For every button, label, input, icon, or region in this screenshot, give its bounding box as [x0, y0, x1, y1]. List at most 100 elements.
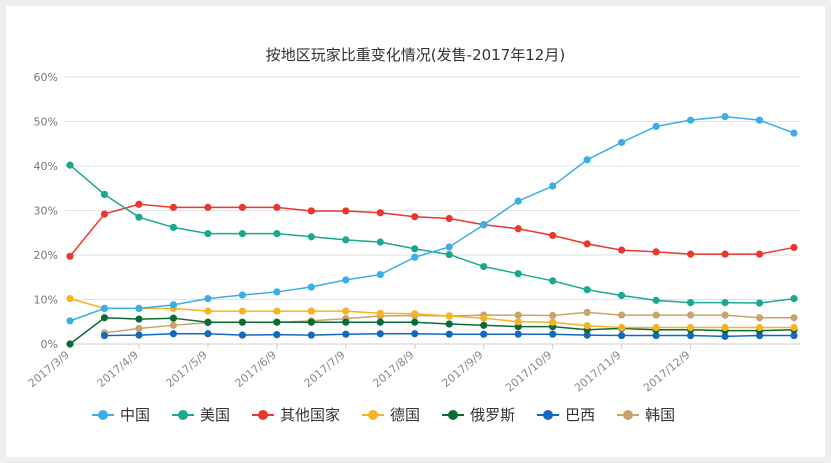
- data-point: [342, 236, 350, 244]
- data-point: [273, 230, 281, 238]
- x-tick-label: 2017/10/9: [503, 348, 555, 394]
- data-point: [100, 331, 109, 340]
- data-point: [514, 270, 522, 278]
- legend-label: 美国: [200, 406, 231, 424]
- data-point: [307, 283, 315, 291]
- data-point: [583, 331, 591, 339]
- data-point: [273, 288, 281, 296]
- data-point: [273, 318, 281, 326]
- data-point: [480, 330, 488, 338]
- legend-label: 韩国: [645, 406, 676, 424]
- data-point: [549, 318, 557, 326]
- data-point: [618, 331, 626, 340]
- data-point: [583, 156, 591, 164]
- data-point: [169, 321, 178, 329]
- data-point: [376, 209, 384, 217]
- x-tick-label: 2017/5/9: [164, 348, 210, 390]
- series-line-其他国家: [69, 203, 795, 257]
- legend-marker-icon: [172, 409, 195, 420]
- data-point: [686, 311, 695, 319]
- data-point: [376, 309, 384, 317]
- data-point: [721, 250, 729, 258]
- y-tick-label: 50%: [34, 116, 58, 129]
- legend-marker-icon: [617, 409, 640, 420]
- legend-item[interactable]: 俄罗斯: [442, 404, 515, 425]
- data-point: [480, 321, 488, 329]
- y-tick-label: 30%: [34, 205, 58, 218]
- data-point: [652, 323, 660, 332]
- legend-marker-icon: [537, 409, 560, 420]
- data-point: [100, 304, 109, 312]
- legend-item[interactable]: 德国: [362, 404, 420, 425]
- x-tick-label: 2017/7/9: [302, 348, 348, 390]
- data-point: [342, 207, 350, 215]
- data-point: [445, 250, 453, 259]
- data-point: [618, 311, 626, 319]
- data-point: [445, 312, 453, 320]
- data-point: [411, 253, 419, 261]
- data-point: [376, 270, 384, 279]
- data-point: [273, 331, 281, 339]
- data-point: [790, 243, 798, 252]
- legend-marker-icon: [92, 409, 114, 420]
- legend-marker-icon: [252, 409, 275, 420]
- data-point: [411, 213, 419, 221]
- data-point: [135, 324, 143, 333]
- y-tick-label: 60%: [34, 71, 58, 84]
- legend-item[interactable]: 中国: [92, 404, 150, 425]
- data-point: [549, 330, 557, 338]
- data-point: [273, 203, 281, 211]
- data-point: [583, 286, 591, 294]
- data-point: [204, 203, 212, 211]
- data-point: [135, 200, 143, 208]
- data-point: [411, 318, 419, 326]
- data-point: [790, 129, 798, 137]
- legend-label: 中国: [120, 406, 151, 424]
- data-point: [169, 223, 178, 232]
- data-point: [618, 291, 626, 300]
- data-point: [204, 307, 212, 315]
- data-point: [238, 331, 246, 339]
- data-point: [514, 311, 522, 319]
- data-point: [342, 330, 350, 338]
- data-point: [100, 314, 109, 322]
- legend-label: 俄罗斯: [470, 406, 516, 424]
- legend-label: 德国: [390, 406, 421, 424]
- data-point: [135, 331, 143, 339]
- data-point: [549, 311, 557, 320]
- data-point: [238, 230, 246, 238]
- x-tick-label: 2017/9/9: [439, 348, 485, 390]
- data-point: [100, 190, 109, 199]
- x-tick-label: 2017/3/9: [26, 348, 72, 390]
- data-point: [342, 318, 350, 326]
- data-point: [169, 314, 178, 322]
- data-point: [652, 311, 660, 319]
- data-point: [342, 276, 350, 284]
- chart-frame: [6, 6, 825, 457]
- series-line-美国: [69, 164, 795, 304]
- data-point: [755, 323, 764, 332]
- data-point: [755, 250, 764, 258]
- data-point: [411, 330, 419, 338]
- data-point: [514, 330, 522, 338]
- legend-item[interactable]: 其他国家: [252, 404, 340, 425]
- data-point: [618, 138, 626, 147]
- data-point: [307, 207, 315, 215]
- legend-item[interactable]: 美国: [172, 404, 230, 425]
- legend-marker-icon: [442, 409, 465, 420]
- legend-item[interactable]: 韩国: [617, 404, 675, 425]
- data-point: [445, 320, 453, 328]
- data-point: [169, 203, 178, 211]
- data-point: [721, 323, 729, 332]
- data-point: [100, 210, 109, 218]
- data-point: [583, 308, 591, 317]
- data-point: [618, 246, 626, 254]
- legend-item[interactable]: 巴西: [537, 404, 595, 425]
- data-point: [755, 116, 764, 124]
- data-point: [514, 225, 522, 233]
- data-point: [376, 238, 384, 246]
- data-point: [66, 317, 74, 325]
- data-point: [755, 299, 764, 307]
- data-point: [307, 233, 315, 241]
- legend-label: 巴西: [565, 406, 596, 424]
